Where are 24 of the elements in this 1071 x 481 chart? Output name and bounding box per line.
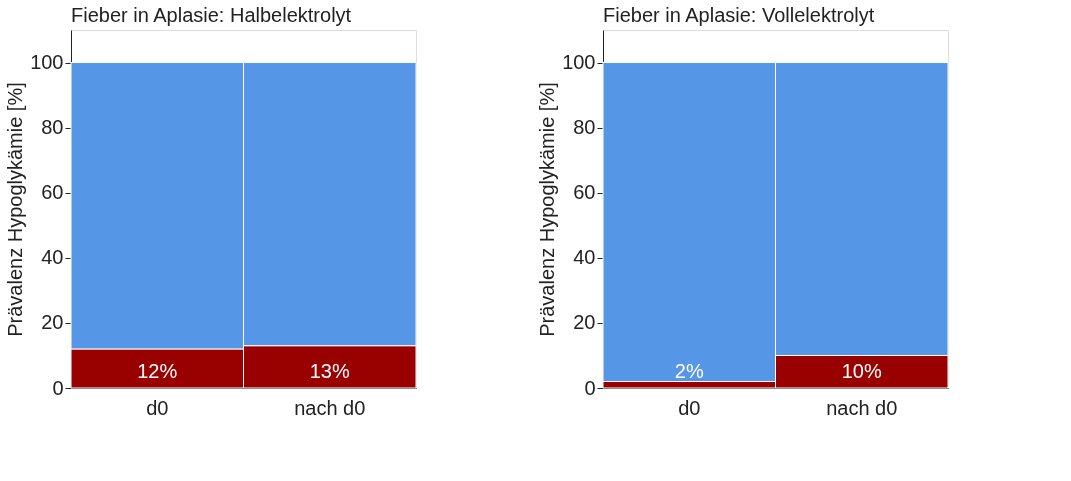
y-tick-label: 60 <box>573 181 596 204</box>
data-label: 10% <box>841 360 882 382</box>
data-label: 2% <box>674 360 704 382</box>
y-tick-label: 20 <box>573 311 596 334</box>
data-label: 12% <box>137 360 178 382</box>
y-tick-label: 40 <box>41 246 64 269</box>
y-axis-title: Prävalenz Hypoglykämie [%] <box>536 82 559 337</box>
x-tick-label: d0 <box>678 396 701 419</box>
y-tick-label: 80 <box>573 116 596 139</box>
chart-title: Fieber in Aplasie: Halbelektrolyt <box>71 4 352 26</box>
y-tick-label: 80 <box>41 116 64 139</box>
x-tick-label: nach d0 <box>294 396 366 419</box>
y-axis-title: Prävalenz Hypoglykämie [%] <box>4 82 27 337</box>
y-tick-label: 40 <box>573 246 596 269</box>
y-tick-label: 100 <box>562 51 596 74</box>
y-tick-label: 0 <box>584 376 596 399</box>
y-tick-label: 20 <box>41 311 64 334</box>
x-tick-label: nach d0 <box>826 396 898 419</box>
x-tick-label: d0 <box>146 396 169 419</box>
data-label: 13% <box>309 360 350 382</box>
y-tick-label: 100 <box>30 51 64 74</box>
chart-title: Fieber in Aplasie: Vollelektrolyt <box>603 4 875 26</box>
y-tick-label: 0 <box>52 376 64 399</box>
y-tick-label: 60 <box>41 181 64 204</box>
